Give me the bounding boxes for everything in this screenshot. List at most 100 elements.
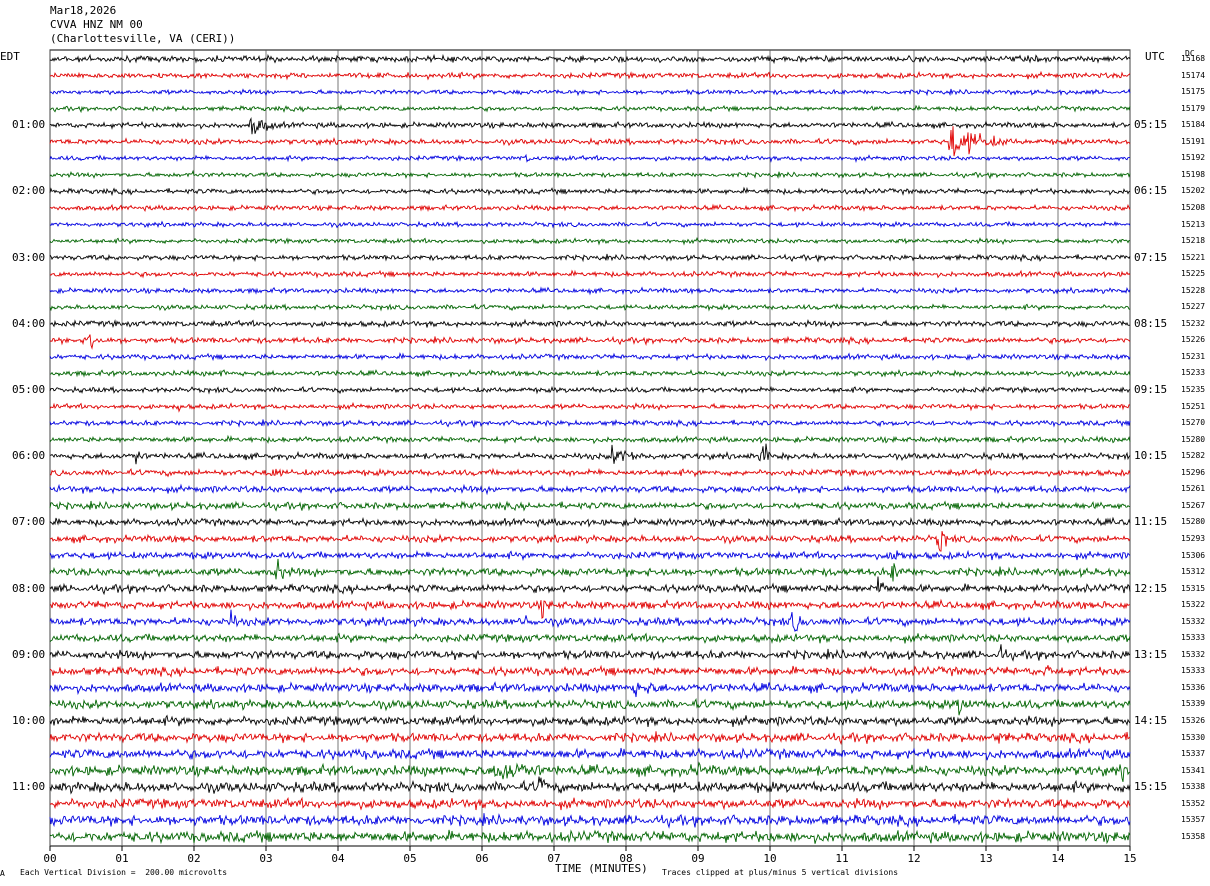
dc-offset-label: 15326 [1181, 716, 1206, 725]
dc-offset-label: 15235 [1181, 385, 1206, 394]
x-tick-label: 05 [403, 852, 416, 865]
seismic-trace-9 [49, 203, 1131, 213]
edt-time-label: 08:00 [12, 581, 46, 595]
seismic-trace-18 [49, 352, 1131, 362]
seismic-trace-19 [49, 368, 1131, 379]
dc-offset-label: 15338 [1181, 782, 1206, 792]
dc-offset-label: 15322 [1181, 600, 1206, 610]
seismic-trace-40 [49, 714, 1131, 728]
seismic-trace-38 [49, 681, 1131, 698]
seismic-trace-1 [49, 70, 1131, 81]
x-tick-label: 08 [619, 852, 632, 865]
seismic-trace-36 [49, 644, 1131, 662]
x-tick-label: 15 [1123, 852, 1136, 865]
utc-zone-label: UTC [1145, 50, 1165, 63]
seismic-trace-28 [49, 516, 1131, 529]
scale-note: Each Vertical Division = 200.00 microvol… [20, 868, 228, 877]
edt-time-label: 03:00 [12, 250, 46, 264]
dc-offset-label: 15179 [1181, 103, 1206, 113]
x-tick-label: 00 [43, 852, 56, 865]
dc-offset-label: 15332 [1181, 616, 1206, 626]
utc-time-label: 07:15 [1134, 250, 1168, 264]
dc-offset-label: 15208 [1181, 202, 1206, 212]
dc-offset-label: 15221 [1181, 252, 1206, 262]
dc-offset-label: 15231 [1181, 351, 1206, 361]
dc-offset-label: 15267 [1181, 500, 1206, 510]
seismic-trace-2 [49, 88, 1131, 97]
dc-offset-label: 15280 [1181, 517, 1206, 527]
dc-offset-label: 15232 [1181, 318, 1206, 328]
seismic-trace-39 [49, 697, 1131, 716]
dc-offset-label: 15251 [1181, 401, 1206, 411]
dc-offset-label: 15233 [1181, 368, 1206, 378]
dc-offset-label: 15168 [1181, 54, 1206, 63]
seismic-trace-34 [49, 609, 1131, 632]
seismic-trace-23 [49, 434, 1131, 445]
seismic-trace-15 [49, 303, 1131, 312]
dc-offset-label: 15226 [1181, 335, 1206, 345]
x-tick-label: 09 [691, 852, 704, 865]
location-label: (Charlottesville, VA (CERI)) [50, 32, 236, 45]
seismic-trace-13 [49, 269, 1131, 279]
seismic-trace-12 [49, 253, 1131, 263]
seismic-trace-29 [49, 530, 1131, 552]
utc-time-label: 12:15 [1134, 581, 1168, 595]
seismic-trace-43 [49, 761, 1131, 783]
x-tick-label: 04 [331, 852, 345, 865]
dc-offset-label: 15218 [1181, 236, 1206, 246]
seismic-trace-22 [49, 419, 1131, 429]
seismic-trace-32 [49, 576, 1131, 596]
x-tick-label: 01 [115, 852, 128, 865]
utc-time-label: 13:15 [1134, 647, 1168, 661]
seismic-trace-30 [49, 549, 1131, 562]
utc-time-label: 14:15 [1134, 714, 1168, 727]
dc-offset-label: 15261 [1181, 484, 1206, 494]
x-tick-label: 13 [979, 852, 992, 865]
edt-time-label: 11:00 [12, 780, 46, 794]
dc-offset-label: 15202 [1181, 186, 1206, 196]
utc-time-label: 11:15 [1134, 515, 1168, 529]
seismic-trace-11 [49, 236, 1131, 246]
seismic-traces [49, 53, 1131, 845]
date-label: Mar18,2026 [50, 4, 117, 17]
seismic-trace-17 [49, 334, 1131, 350]
plot-frame [49, 49, 1131, 847]
edt-time-label: 09:00 [12, 647, 46, 661]
dc-label: DC [1185, 49, 1195, 58]
seismic-trace-0 [49, 53, 1131, 65]
dc-offset-label: 15184 [1181, 120, 1206, 130]
station-label: CVVA HNZ NM 00 [50, 18, 143, 31]
edt-time-label: 05:00 [12, 383, 46, 396]
dc-offset-label: 15282 [1181, 451, 1206, 461]
seismic-trace-46 [49, 813, 1131, 829]
seismic-trace-35 [49, 632, 1131, 644]
dc-offset-label: 15228 [1181, 285, 1206, 295]
clip-note: Traces clipped at plus/minus 5 vertical … [662, 868, 899, 877]
dc-offset-label: 15332 [1181, 649, 1206, 659]
seismic-trace-7 [49, 169, 1131, 180]
edt-zone-label: EDT [0, 50, 20, 63]
dc-offset-label: 15312 [1181, 567, 1206, 577]
seismic-trace-27 [49, 500, 1131, 512]
x-axis-title: TIME (MINUTES) [555, 862, 648, 875]
seismic-trace-33 [49, 598, 1130, 619]
dc-offset-label: 15333 [1181, 633, 1206, 643]
dc-offset-label: 15280 [1181, 434, 1206, 444]
dc-offset-label: 15174 [1181, 70, 1206, 80]
dc-offset-label: 15175 [1181, 87, 1206, 97]
dc-offset-label: 15339 [1181, 699, 1206, 709]
dc-offset-label: 15358 [1181, 831, 1206, 841]
x-tick-label: 14 [1051, 852, 1065, 865]
dc-offset-label: 15270 [1181, 418, 1206, 428]
dc-offset-label: 15213 [1181, 219, 1206, 229]
dc-offset-label: 15296 [1181, 467, 1206, 477]
x-tick-label: 07 [547, 852, 560, 865]
seismic-trace-26 [49, 483, 1131, 496]
x-axis-ticks: 00 01 02 03 04 05 06 07 08 09 10 11 12 13 14 15 [43, 846, 1137, 865]
dc-offset-label: 15192 [1181, 153, 1206, 163]
utc-time-label: 09:15 [1134, 383, 1168, 396]
dc-offset-label: 15315 [1181, 583, 1206, 593]
edt-time-label: 02:00 [12, 184, 46, 198]
seismic-trace-20 [49, 385, 1131, 395]
seismic-trace-8 [49, 186, 1131, 197]
